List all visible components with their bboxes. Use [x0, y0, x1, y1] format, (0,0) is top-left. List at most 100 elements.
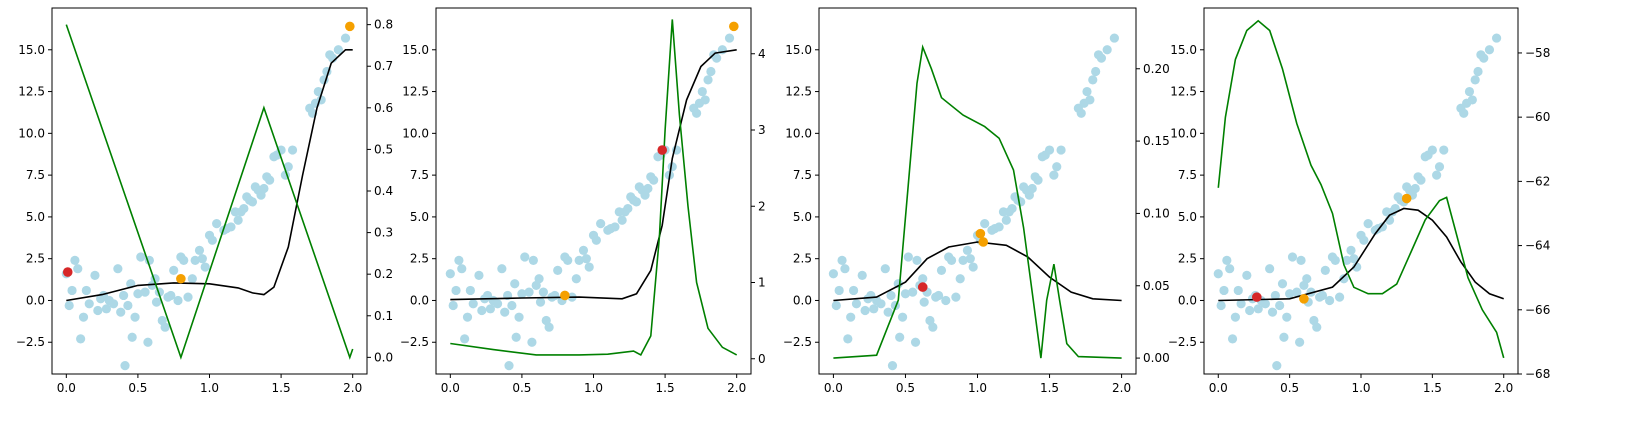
scatter-point	[468, 299, 478, 309]
y-tick-label: 12.5	[402, 85, 429, 99]
scatter-point	[524, 287, 534, 297]
y-tick-label: 12.5	[1170, 85, 1197, 99]
scatter-point	[1285, 289, 1295, 299]
scatter-point	[1363, 218, 1373, 229]
scatter-point	[84, 299, 94, 309]
scatter-point	[1416, 175, 1426, 185]
y-tick-label: 15.0	[18, 43, 45, 57]
orange-point	[176, 273, 186, 284]
scatter-point	[584, 262, 594, 272]
x-tick-label: 2.0	[1494, 381, 1513, 395]
x-tick-label: 0.0	[441, 381, 460, 395]
scatter-point	[1096, 53, 1107, 63]
scatter-point	[941, 295, 951, 306]
scatter-point	[70, 255, 80, 265]
y-tick-label: 0.0	[26, 293, 45, 307]
scatter-point	[994, 222, 1004, 232]
y2-tick-label: −66	[1525, 303, 1550, 317]
y-tick-label: 12.5	[785, 85, 812, 99]
scatter-point	[160, 322, 170, 332]
orange-point	[1401, 193, 1412, 204]
scatter-point	[840, 264, 850, 274]
scatter-point	[936, 265, 947, 275]
scatter-point	[860, 305, 870, 316]
scatter-point	[1085, 95, 1095, 105]
scatter-point	[958, 255, 968, 265]
y2-tick-label: 1	[758, 276, 766, 290]
scatter-point	[1306, 287, 1316, 297]
scatter-point	[1439, 145, 1449, 155]
scatter-point	[1491, 33, 1502, 43]
green-line	[833, 44, 1122, 359]
scatter-point	[313, 86, 323, 97]
scatter-point	[510, 279, 520, 289]
scatter-point	[197, 254, 207, 264]
scatter-point	[897, 312, 908, 322]
scatter-point	[118, 290, 129, 301]
y-tick-label: 2.5	[1178, 252, 1197, 266]
scatter-point	[1339, 274, 1349, 284]
black-line	[66, 49, 353, 302]
x-tick-label: 1.5	[656, 381, 675, 395]
scatter-point	[1317, 290, 1328, 301]
y2-tick-label: −58	[1525, 46, 1550, 60]
scatter-point	[928, 322, 938, 332]
chart-panel-1: 0.0 0.5 1.0 1.5 2.0 −2.5 0.0 2.5 5.0 7.5 10.0 12.5 1…	[16, 7, 393, 395]
scatter-point	[1292, 287, 1302, 297]
scatter-point	[500, 307, 510, 317]
y-tick-label: 7.5	[26, 168, 45, 182]
scatter-point	[212, 218, 222, 229]
orange-point	[729, 21, 739, 32]
scatter-point	[887, 361, 898, 371]
scatter-point	[1295, 337, 1305, 347]
scatter-point	[1088, 75, 1098, 85]
scatter-point	[1242, 270, 1252, 280]
y-tick-label: 5.0	[410, 210, 429, 224]
plot-area	[61, 21, 355, 371]
scatter-point	[465, 285, 475, 296]
scatter-point	[333, 45, 343, 55]
y-tick-label: −2.5	[1168, 335, 1197, 349]
y-tick-label: 10.0	[18, 126, 45, 140]
scatter-point	[140, 287, 150, 297]
y-tick-label: −2.5	[400, 335, 429, 349]
scatter-point	[127, 332, 137, 342]
scatter-point	[511, 332, 521, 342]
scatter-point	[451, 285, 461, 296]
y-tick-label: 2.5	[26, 252, 45, 266]
scatter-point	[1213, 269, 1223, 279]
black-line	[1218, 207, 1504, 302]
scatter-point	[968, 262, 978, 272]
scatter-point	[643, 183, 653, 194]
y-tick-label: 0.0	[793, 293, 812, 307]
scatter-point	[1222, 255, 1232, 265]
scatter-point	[1265, 264, 1275, 274]
chart-panel-2: 0.0 0.5 1.0 1.5 2.0 −2.5 0.0 2.5 5.0 7.5 10.0 12.5 1…	[400, 7, 766, 395]
orange-point	[345, 21, 355, 32]
orange-point	[978, 237, 989, 247]
scatter-point	[1277, 279, 1288, 289]
x-tick-label: 2.0	[1112, 381, 1131, 395]
scatter-point	[1001, 215, 1011, 225]
scatter-point	[1230, 312, 1240, 322]
scatter-point	[1279, 332, 1289, 342]
y2-tick-label: 0.1	[374, 309, 393, 323]
scatter-point	[460, 334, 470, 344]
y2-tick-label: 0.4	[374, 184, 393, 198]
y2-tick-label: 0	[758, 352, 766, 366]
scatter-point	[880, 264, 890, 274]
scatter-point	[207, 235, 217, 245]
scatter-point	[67, 285, 77, 296]
scatter-point	[517, 289, 527, 299]
red-point	[62, 267, 73, 277]
scatter-point	[1330, 255, 1340, 265]
y2-tick-label: 0.8	[374, 18, 393, 32]
y-tick-label: 2.5	[410, 252, 429, 266]
y2-tick-label: −68	[1525, 367, 1550, 381]
scatter-point	[828, 269, 839, 279]
scatter-point	[445, 269, 455, 279]
scatter-point	[1033, 175, 1043, 185]
scatter-point	[1016, 197, 1026, 207]
scatter-point	[340, 33, 351, 43]
y2-tick-label: 0.3	[374, 226, 393, 240]
